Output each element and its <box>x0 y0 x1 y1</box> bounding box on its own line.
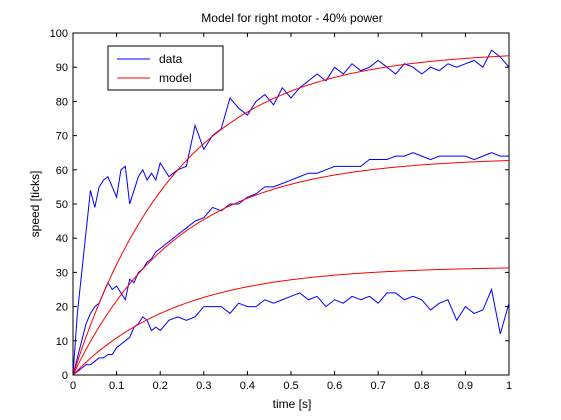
x-tick-label: 0.5 <box>283 380 298 392</box>
ticks-layer: 0 0.1 0.2 0.3 0.4 0.5 0.6 0.7 0.8 0.9 101020304050… <box>50 28 512 392</box>
legend: data model <box>107 45 224 91</box>
series-layer <box>72 49 510 376</box>
x-tick-label: 0.3 <box>196 380 211 392</box>
y-tick-label: 80 <box>56 96 68 108</box>
y-tick-label: 10 <box>56 336 68 348</box>
x-tick-label: 0.2 <box>153 380 168 392</box>
x-axis-label: time [s] <box>273 397 312 411</box>
y-tick-label: 20 <box>56 302 68 314</box>
series-data-line-1 <box>72 152 509 376</box>
series-model-line-3 <box>72 55 510 376</box>
x-tick-label: 0.1 <box>109 380 124 392</box>
legend-label-model: model <box>159 71 192 85</box>
x-tick-label: 0.9 <box>458 380 473 392</box>
y-axis-label: speed [ticks] <box>28 171 42 238</box>
x-tick-label: 0.8 <box>414 380 429 392</box>
x-tick-label: 0.4 <box>240 380 255 392</box>
x-tick-label: 0.7 <box>371 380 386 392</box>
legend-box <box>107 45 224 91</box>
chart-title: Model for right motor - 40% power <box>201 11 382 25</box>
y-tick-label: 100 <box>50 28 68 40</box>
y-tick-label: 0 <box>62 370 68 382</box>
y-tick-label: 90 <box>56 62 68 74</box>
series-model-line-4 <box>72 160 510 376</box>
y-tick-label: 50 <box>56 199 68 211</box>
series-model-line-5 <box>72 267 510 376</box>
x-tick-label: 1 <box>506 380 512 392</box>
x-tick-label: 0 <box>70 380 76 392</box>
y-tick-label: 30 <box>56 267 68 279</box>
series-data-line-0 <box>72 49 510 376</box>
y-tick-label: 70 <box>56 131 68 143</box>
legend-label-data: data <box>159 52 183 66</box>
y-tick-label: 60 <box>56 165 68 177</box>
y-tick-label: 40 <box>56 233 68 245</box>
series-data-line-2 <box>72 287 510 376</box>
x-tick-label: 0.6 <box>327 380 342 392</box>
